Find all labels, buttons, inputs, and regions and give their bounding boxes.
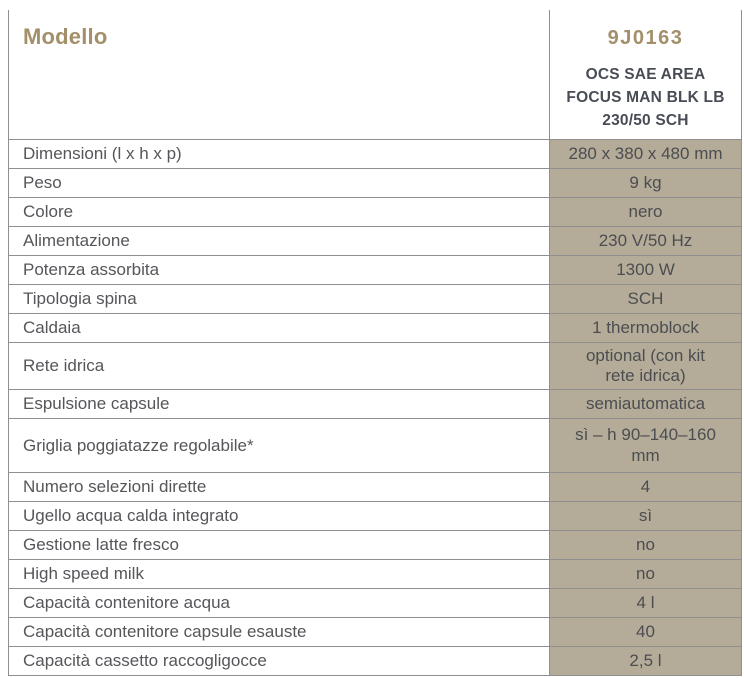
- spec-value: 1 thermoblock: [550, 314, 742, 342]
- spec-value: SCH: [550, 285, 742, 313]
- spec-value-text: optional (con kit rete idrica): [585, 345, 706, 385]
- spec-label: Dimensioni (l x h x p): [9, 140, 550, 168]
- spec-value: 230 V/50 Hz: [550, 227, 742, 255]
- spec-value: 40: [550, 618, 742, 646]
- spec-value: no: [550, 560, 742, 588]
- spec-value-text: 40: [636, 621, 655, 641]
- spec-value: 4 l: [550, 589, 742, 617]
- spec-label: Ugello acqua calda integrato: [9, 502, 550, 530]
- spec-value-text: sì – h 90–140–160 mm: [575, 425, 716, 465]
- spec-label: Alimentazione: [9, 227, 550, 255]
- header-label: Modello: [23, 24, 108, 49]
- spec-value-text: SCH: [627, 288, 664, 308]
- model-name-line: OCS SAE AREA: [585, 66, 706, 83]
- spec-row-potenza: Potenza assorbita 1300 W: [8, 256, 742, 285]
- spec-label: Caldaia: [9, 314, 550, 342]
- spec-value-text: 280 x 380 x 480 mm: [568, 143, 723, 163]
- header-model-cell: 9J0163 OCS SAE AREA FOCUS MAN BLK LB 230…: [550, 10, 742, 139]
- spec-label: Tipologia spina: [9, 285, 550, 313]
- spec-label: Griglia poggiatazze regolabile*: [9, 419, 550, 472]
- spec-label: Capacità cassetto raccogligocce: [9, 647, 550, 675]
- spec-label: Potenza assorbita: [9, 256, 550, 284]
- spec-label: Capacità contenitore capsule esauste: [9, 618, 550, 646]
- spec-row-alimentazione: Alimentazione 230 V/50 Hz: [8, 227, 742, 256]
- spec-value: nero: [550, 198, 742, 226]
- table-header: Modello 9J0163 OCS SAE AREA FOCUS MAN BL…: [8, 10, 742, 140]
- spec-row-colore: Colore nero: [8, 198, 742, 227]
- spec-row-tipologia-spina: Tipologia spina SCH: [8, 285, 742, 314]
- spec-row-capacita-cassetto: Capacità cassetto raccogligocce 2,5 l: [8, 647, 742, 676]
- spec-label: High speed milk: [9, 560, 550, 588]
- spec-value: 2,5 l: [550, 647, 742, 675]
- spec-row-rete-idrica: Rete idrica optional (con kit rete idric…: [8, 343, 742, 390]
- model-name: OCS SAE AREA FOCUS MAN BLK LB 230/50 SCH: [550, 63, 741, 132]
- header-label-cell: Modello: [9, 10, 550, 139]
- spec-value: sì: [550, 502, 742, 530]
- spec-row-capacita-acqua: Capacità contenitore acqua 4 l: [8, 589, 742, 618]
- spec-label: Numero selezioni dirette: [9, 473, 550, 501]
- spec-label: Capacità contenitore acqua: [9, 589, 550, 617]
- spec-value-text: sì: [638, 505, 653, 525]
- spec-value: optional (con kit rete idrica): [550, 343, 742, 389]
- spec-row-numero-selezioni: Numero selezioni dirette 4: [8, 473, 742, 502]
- spec-value-text: 2,5 l: [629, 650, 662, 670]
- spec-value-text: semiautomatica: [585, 393, 706, 413]
- model-code: 9J0163: [607, 27, 684, 49]
- spec-row-ugello-acqua: Ugello acqua calda integrato sì: [8, 502, 742, 531]
- spec-value-text: nero: [628, 201, 663, 221]
- spec-value-text: 4 l: [636, 592, 655, 612]
- spec-value: 4: [550, 473, 742, 501]
- spec-value: sì – h 90–140–160 mm: [550, 419, 742, 472]
- spec-table: Modello 9J0163 OCS SAE AREA FOCUS MAN BL…: [8, 10, 742, 676]
- spec-row-peso: Peso 9 kg: [8, 169, 742, 198]
- spec-label: Colore: [9, 198, 550, 226]
- spec-value-text: 230 V/50 Hz: [598, 230, 693, 250]
- spec-value: semiautomatica: [550, 390, 742, 418]
- spec-value: no: [550, 531, 742, 559]
- spec-row-espulsione-capsule: Espulsione capsule semiautomatica: [8, 390, 742, 419]
- spec-value-text: 9 kg: [629, 172, 662, 192]
- spec-value-text: 4: [640, 476, 651, 496]
- spec-row-griglia-poggiatazze: Griglia poggiatazze regolabile* sì – h 9…: [8, 419, 742, 473]
- spec-label: Peso: [9, 169, 550, 197]
- model-name-line: 230/50 SCH: [602, 112, 689, 129]
- spec-value: 1300 W: [550, 256, 742, 284]
- spec-value: 9 kg: [550, 169, 742, 197]
- spec-value: 280 x 380 x 480 mm: [550, 140, 742, 168]
- spec-value-text: no: [636, 563, 655, 583]
- spec-row-high-speed-milk: High speed milk no: [8, 560, 742, 589]
- spec-label: Rete idrica: [9, 343, 550, 389]
- spec-row-gestione-latte: Gestione latte fresco no: [8, 531, 742, 560]
- spec-label: Gestione latte fresco: [9, 531, 550, 559]
- spec-value-text: 1 thermoblock: [592, 317, 699, 337]
- spec-row-caldaia: Caldaia 1 thermoblock: [8, 314, 742, 343]
- spec-value-text: 1300 W: [616, 259, 675, 279]
- spec-label: Espulsione capsule: [9, 390, 550, 418]
- spec-row-dimensioni: Dimensioni (l x h x p) 280 x 380 x 480 m…: [8, 140, 742, 169]
- spec-value-text: no: [636, 534, 655, 554]
- spec-row-capacita-capsule: Capacità contenitore capsule esauste 40: [8, 618, 742, 647]
- model-name-line: FOCUS MAN BLK LB: [566, 89, 725, 106]
